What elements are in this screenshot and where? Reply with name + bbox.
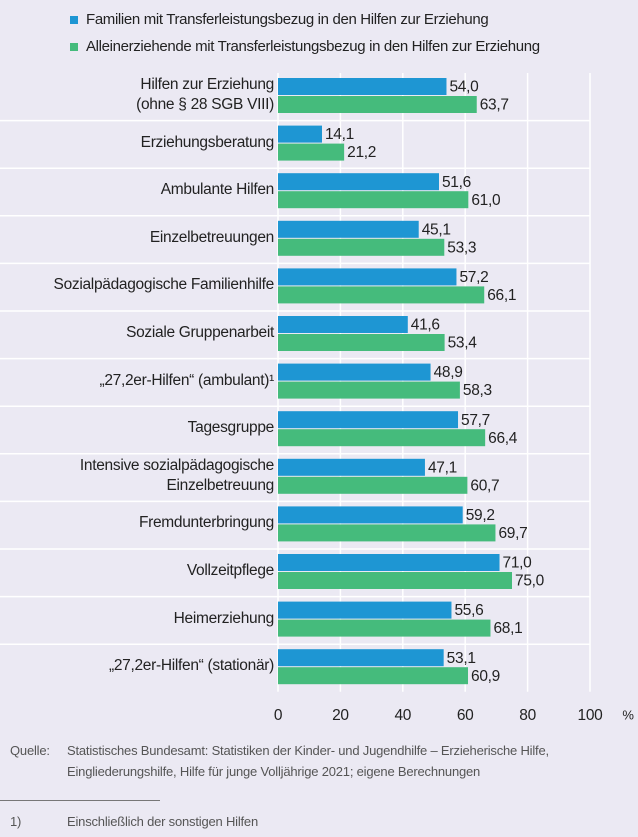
value-label: 60,9	[471, 668, 500, 685]
bar	[278, 78, 447, 95]
category-label: Soziale Gruppenarbeit	[126, 324, 274, 341]
source: Statistisches Bundesamt: Statistiken der…	[67, 743, 549, 779]
bar	[278, 143, 345, 161]
bar	[278, 506, 463, 524]
category-label: „27,2er-Hilfen“ (stationär)	[108, 657, 274, 675]
bar	[278, 191, 469, 209]
x-tick-label: 0	[274, 707, 283, 724]
legend-swatch	[70, 16, 78, 24]
bar	[278, 381, 460, 399]
bar	[278, 667, 469, 685]
x-unit: %	[622, 707, 634, 722]
category-label: Heimerziehung	[173, 609, 275, 627]
bar	[278, 220, 419, 238]
value-label: 71,0	[503, 555, 533, 572]
legend-label: Familien mit Transferleistungsbezug in d…	[86, 11, 489, 28]
category-label: Fremdunterbringung	[138, 514, 274, 532]
bar	[278, 619, 491, 637]
category-label: Hilfen zur Erziehung (ohne § 28 SGB VIII…	[136, 76, 274, 113]
bar	[278, 125, 322, 143]
bar	[278, 429, 486, 447]
bar	[278, 334, 445, 351]
value-label: 60,7	[470, 477, 499, 494]
bar	[278, 601, 452, 619]
value-label: 53,4	[448, 335, 478, 352]
bar	[278, 268, 457, 286]
legend-swatch	[70, 43, 78, 51]
value-label: 14,1	[325, 126, 354, 143]
bar	[278, 554, 500, 571]
x-tick-label: 60	[457, 707, 474, 724]
bar	[278, 476, 468, 494]
bar	[278, 572, 512, 589]
value-label: 68,1	[493, 620, 522, 637]
category-label: Intensive sozialpädagogische Einzelbetre…	[79, 456, 274, 494]
value-label: 69,7	[498, 525, 527, 542]
value-label: 48,9	[434, 364, 463, 381]
category-label: „27,2er-Hilfen“ (ambulant)¹	[99, 371, 274, 389]
value-label: 66,1	[487, 287, 516, 304]
value-label: 51,6	[442, 174, 471, 191]
value-label: 55,6	[454, 602, 483, 619]
value-label: 41,6	[411, 317, 440, 334]
x-tick-label: 80	[519, 707, 536, 724]
value-label: 45,1	[422, 221, 451, 238]
value-label: 63,7	[480, 97, 509, 114]
value-label: 47,1	[428, 459, 457, 476]
legend-label: Alleinerziehende mit Transferleistungsbe…	[86, 38, 540, 55]
value-label: 75,0	[515, 573, 545, 590]
value-label: 61,0	[471, 192, 501, 209]
value-label: 21,2	[347, 144, 376, 161]
value-label: 59,2	[466, 507, 495, 524]
value-label: 53,1	[447, 650, 476, 667]
category-label: Ambulante Hilfen	[160, 181, 275, 199]
footnote: Einschließlich der sonstigen Hilfen	[67, 814, 258, 829]
bar	[278, 524, 496, 542]
bar	[278, 363, 431, 381]
bar	[278, 316, 408, 333]
source-label: Quelle:	[10, 743, 50, 758]
value-label: 58,3	[463, 382, 492, 399]
x-tick-label: 40	[394, 707, 411, 724]
category-label: Tagesgruppe	[187, 419, 275, 437]
bar	[278, 173, 439, 191]
bar	[278, 458, 425, 476]
category-label: Sozialpädagogische Familienhilfe	[53, 276, 275, 294]
x-tick-label: 100	[578, 707, 604, 724]
bar	[278, 96, 477, 113]
value-label: 57,7	[461, 412, 490, 429]
bar	[278, 411, 459, 429]
value-label: 53,3	[447, 239, 476, 256]
x-tick-label: 20	[332, 707, 349, 724]
category-label: Einzelbetreuungen	[149, 228, 274, 246]
bar	[278, 649, 444, 667]
category-label: Erziehungsberatung	[140, 133, 275, 151]
footnote-label: 1)	[10, 814, 22, 829]
footnote-rule	[0, 800, 160, 801]
value-label: 57,2	[459, 269, 488, 286]
bar	[278, 238, 445, 256]
category-label: Vollzeitpflege	[186, 562, 274, 579]
bar	[278, 286, 485, 304]
value-label: 54,0	[449, 79, 479, 96]
value-label: 66,4	[488, 430, 518, 447]
